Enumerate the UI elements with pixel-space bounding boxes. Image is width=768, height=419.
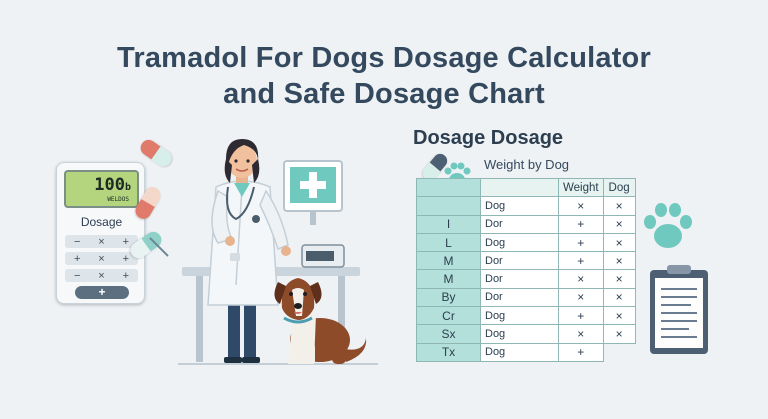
table-cell: + [558, 306, 604, 326]
calculator-key-row: − × + [65, 269, 138, 282]
table-row: L Dog + × [416, 232, 636, 253]
table-header-dog: Dog [602, 177, 636, 198]
table-row: I Dor + × [416, 214, 636, 234]
table-row: Dog × × [416, 196, 636, 216]
table-cell: + [558, 232, 604, 253]
calculator-label: Dosage [80, 215, 123, 229]
table-cell: Dog [480, 342, 559, 362]
calculator-key[interactable]: − [73, 269, 81, 282]
title-line-2: and Safe Dosage Chart [223, 78, 545, 110]
calculator-key-row: + × + [65, 252, 138, 265]
dosage-calculator: 100b WELDOS Dosage − × + + × + − × + + [56, 162, 145, 304]
table-cell: + [558, 214, 604, 234]
dosage-chart-table: Weight Dog Dog × × I Dor + × L Dog + × M… [416, 177, 636, 362]
table-row: Sx Dog × × [416, 324, 636, 344]
chart-subheading: Weight by Dog [484, 157, 570, 172]
clipboard-icon [650, 265, 708, 354]
table-cell: Dog [480, 306, 559, 326]
table-cell: + [558, 342, 604, 362]
table-cell: Dor [480, 214, 559, 234]
table-cell: × [558, 196, 604, 216]
calculator-key[interactable]: × [98, 235, 105, 248]
table-cell: Dor [480, 251, 559, 271]
calculator-key[interactable]: + [122, 252, 130, 265]
table-cell: I [416, 214, 481, 234]
table-cell: Cr [416, 306, 481, 326]
table-cell: × [558, 324, 604, 344]
calculator-key[interactable]: + [122, 235, 130, 248]
table-cell [416, 196, 481, 216]
paw-print-icon [644, 203, 692, 248]
table-cell: Tx [416, 342, 481, 362]
chart-heading: Dosage Dosage [413, 127, 564, 149]
stethoscope-tube-icon [149, 237, 169, 257]
calculator-key[interactable]: + [122, 269, 130, 282]
calculator-key[interactable]: × [98, 252, 105, 265]
table-cell: + [558, 251, 604, 271]
table-cell: L [416, 232, 481, 253]
calculator-key[interactable]: − [73, 235, 81, 248]
calculator-screen-value: 100b [94, 175, 131, 195]
table-cell: × [602, 232, 636, 253]
veterinarian-illustration [178, 139, 378, 365]
table-cell: × [602, 196, 636, 216]
calculator-key[interactable]: × [98, 269, 105, 282]
table-cell: × [602, 269, 636, 289]
calculator-add-button[interactable]: + [75, 286, 129, 299]
table-cell: M [416, 251, 481, 271]
table-cell: × [602, 306, 636, 326]
table-header-weight: Weight [558, 177, 604, 198]
calculator-key[interactable]: + [73, 252, 81, 265]
table-cell: By [416, 287, 481, 308]
table-cell [602, 342, 636, 362]
table-header-cell [416, 177, 481, 198]
table-row: M Dor × × [416, 269, 636, 289]
calculator-key-row: − × + [65, 235, 138, 248]
clipboard-clip [667, 265, 691, 274]
calculator-screen: 100b WELDOS [64, 170, 139, 208]
calculator-screen-unit: WELDOS [107, 196, 129, 203]
table-cell: M [416, 269, 481, 289]
table-header-cell [480, 177, 559, 198]
table-row: By Dor × × [416, 287, 636, 308]
table-cell: Sx [416, 324, 481, 344]
title-line-1: Tramadol For Dogs Dosage Calculator [117, 42, 651, 74]
dog-illustration [274, 278, 367, 364]
table-cell: Dor [480, 269, 559, 289]
table-cell: × [602, 324, 636, 344]
clipboard-paper [655, 278, 703, 348]
table-header-row: Weight Dog [416, 177, 636, 198]
table-cell: × [602, 214, 636, 234]
table-row: Tx Dog + [416, 342, 636, 362]
table-cell: Dog [480, 196, 559, 216]
table-cell: × [558, 269, 604, 289]
table-cell: Dog [480, 232, 559, 253]
table-cell: × [602, 287, 636, 308]
table-cell: × [558, 287, 604, 308]
table-row: Cr Dog + × [416, 306, 636, 326]
table-cell: × [602, 251, 636, 271]
table-cell: Dor [480, 287, 559, 308]
table-row: M Dor + × [416, 251, 636, 271]
table-cell: Dog [480, 324, 559, 344]
